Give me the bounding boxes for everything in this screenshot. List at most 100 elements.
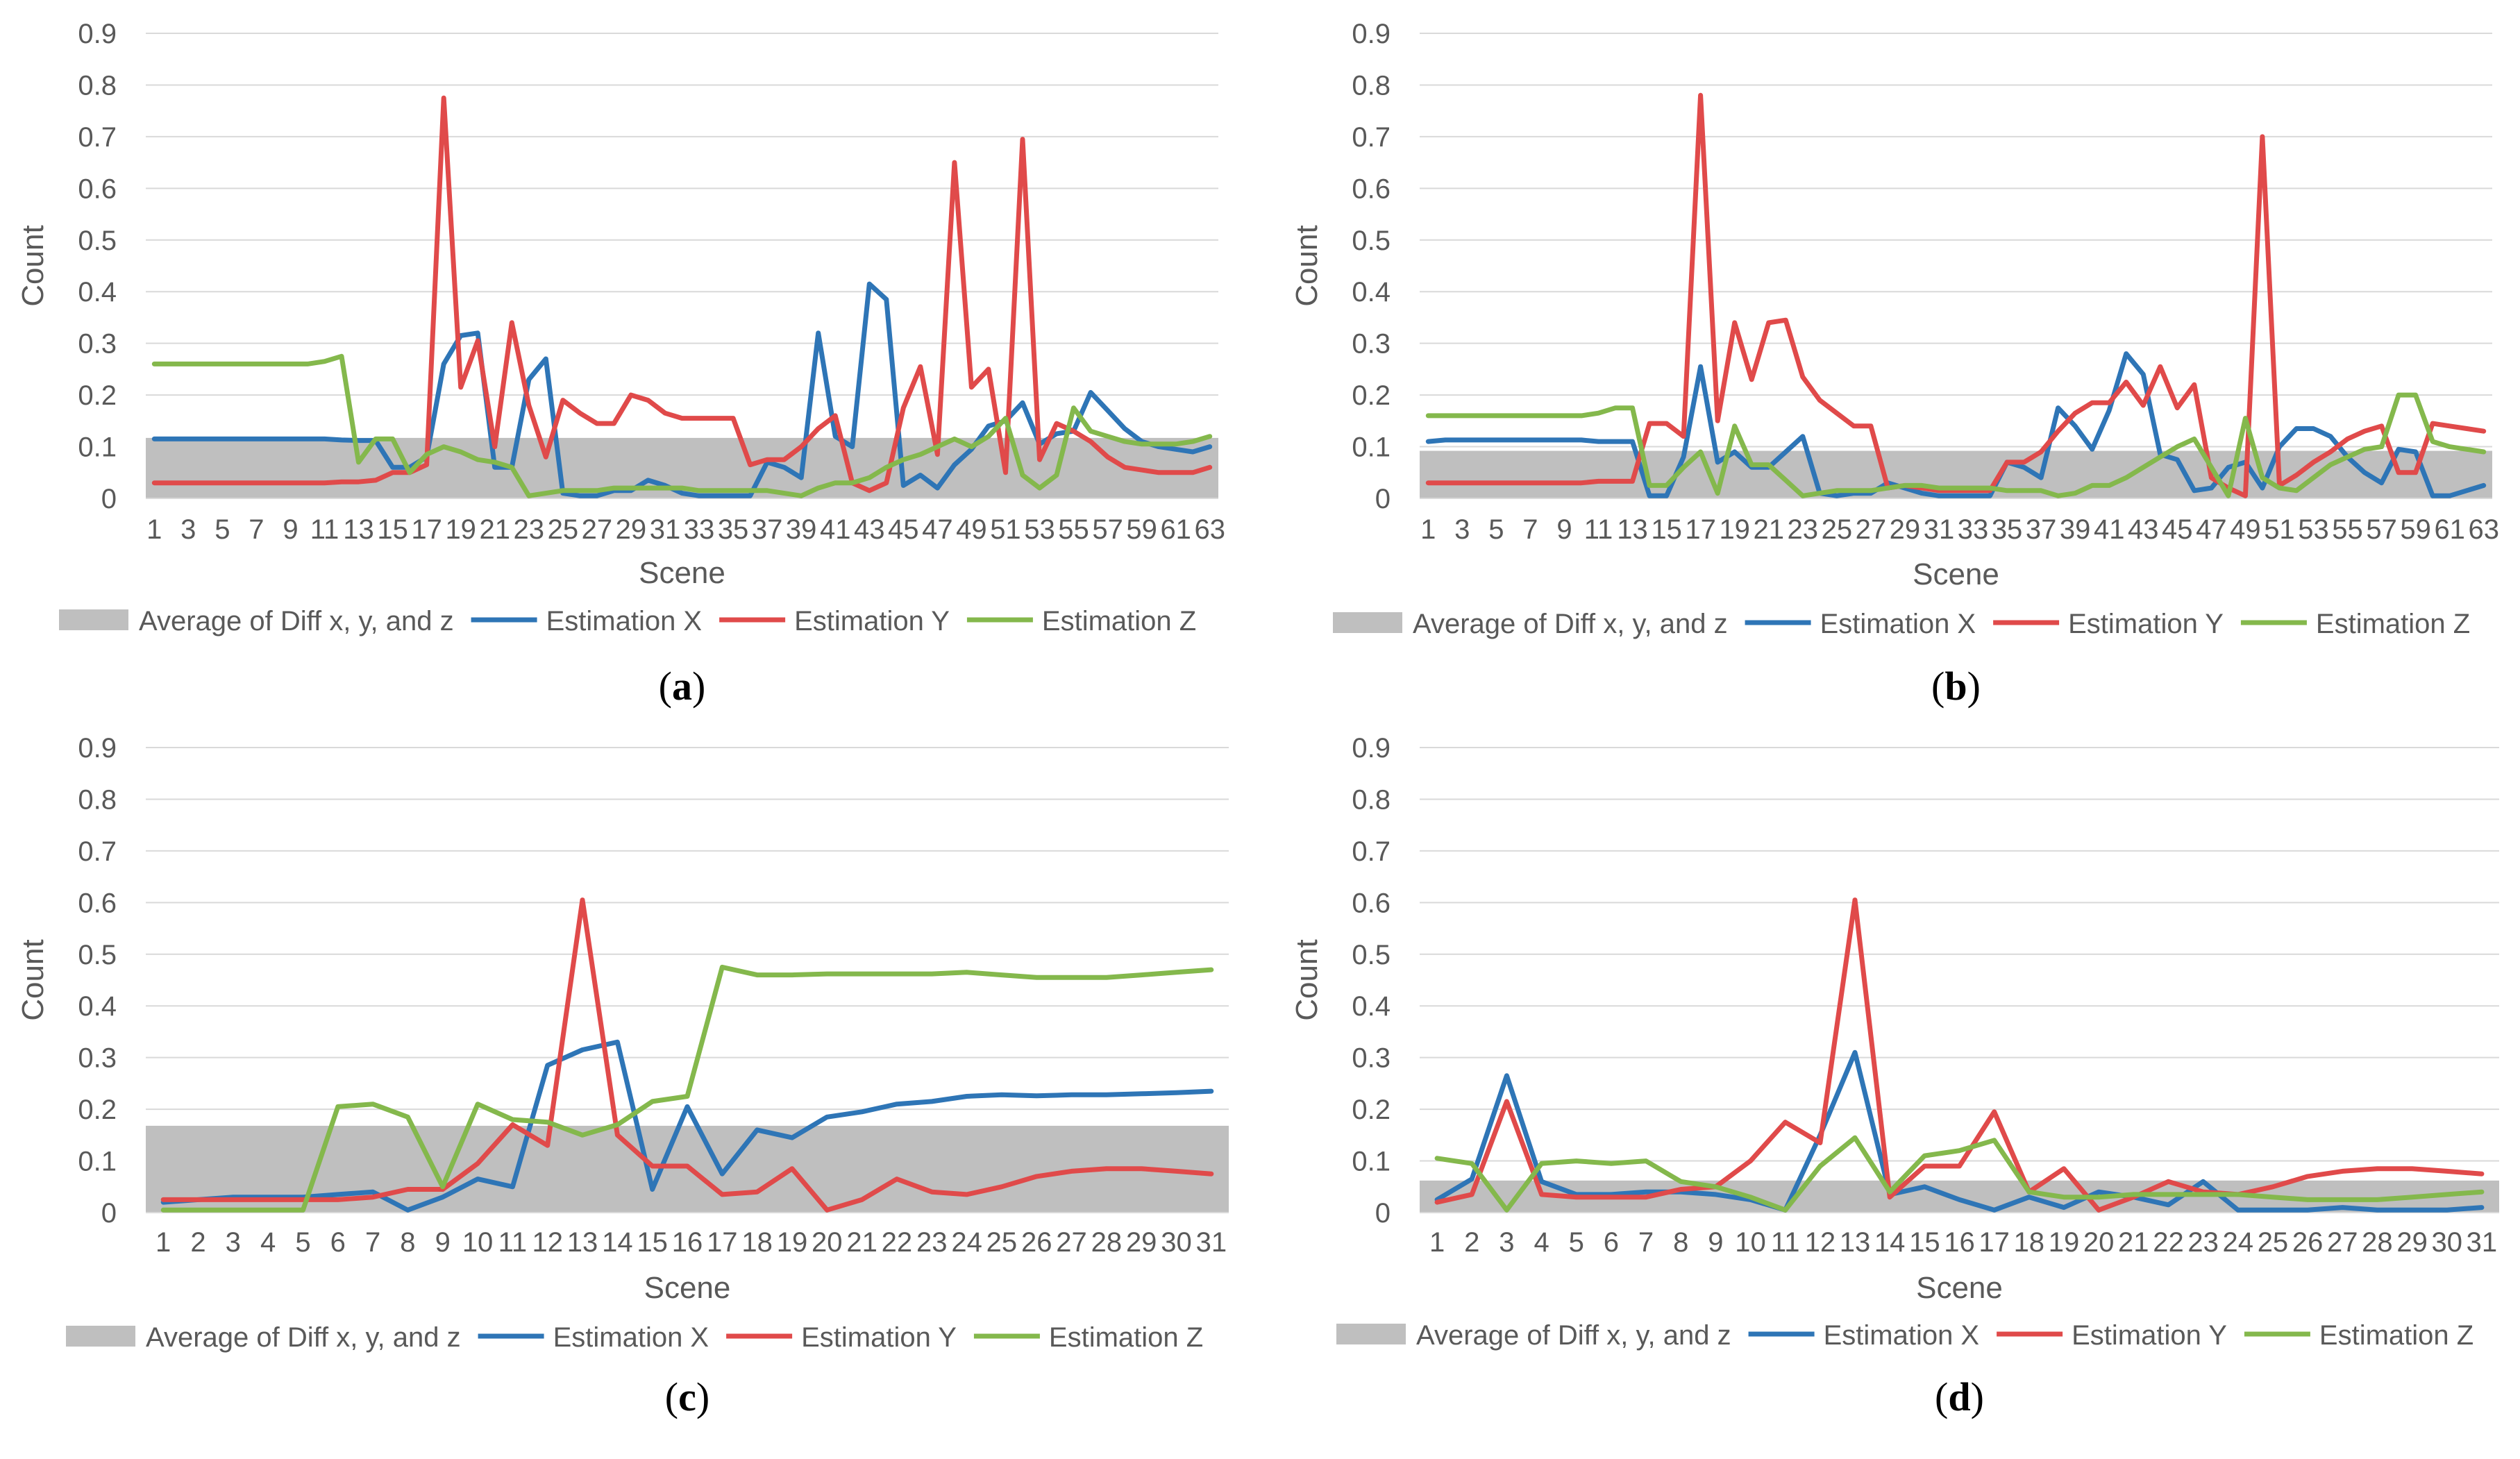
legend-label: Estimation Z [1049,1322,1203,1353]
x-tick-label: 16 [672,1227,703,1258]
x-tick-label: 37 [2026,514,2057,545]
x-tick-label: 20 [2083,1227,2115,1258]
x-tick-label: 51 [2264,514,2295,545]
x-tick-label: 10 [1735,1227,1766,1258]
x-tick-label: 15 [377,514,408,545]
x-tick-label: 7 [1638,1227,1654,1258]
x-tick-label: 59 [2400,514,2431,545]
x-tick-label: 12 [1805,1227,1836,1258]
x-axis-title: Scene [1916,1271,2003,1305]
x-tick-label: 2 [190,1227,205,1258]
legend-label: Estimation Y [794,606,950,636]
x-tick-label: 10 [462,1227,494,1258]
x-tick-label: 3 [180,514,196,545]
legend-label: Estimation Y [801,1322,957,1353]
x-tick-label: 61 [2434,514,2465,545]
x-tick-label: 7 [1522,514,1538,545]
x-tick-label: 45 [888,514,919,545]
legend: Average of Diff x, y, and z Estimation X E… [59,606,1196,636]
legend-label: Estimation X [546,606,703,636]
legend-label: Estimation X [553,1322,709,1353]
x-tick-label: 45 [2162,514,2193,545]
x-tick-label: 30 [2432,1227,2463,1258]
x-tick-label: 24 [2223,1227,2254,1258]
estimation-y-line [1434,897,2485,1213]
x-axis-title: Scene [644,1271,731,1305]
y-tick-label: 0.9 [78,733,117,764]
estimation-z-line [151,353,1213,498]
x-tick-label: 31 [1924,514,1955,545]
x-tick-label: 8 [400,1227,415,1258]
x-tick-label: 15 [637,1227,668,1258]
y-tick-label: 0.2 [78,380,117,411]
x-tick-label: 27 [1056,1227,1087,1258]
legend-swatch-average [66,1326,135,1347]
x-tick-label: 20 [812,1227,843,1258]
x-tick-label: 31 [1196,1227,1227,1258]
x-tick-label: 1 [156,1227,171,1258]
x-tick-label: 19 [777,1227,808,1258]
x-tick-label: 25 [986,1227,1018,1258]
y-tick-label: 0.7 [1352,122,1391,153]
x-tick-label: 5 [295,1227,310,1258]
chart-panel-c: 00.10.20.30.40.50.60.70.80.91 2 3 4 5 6 7 8 9 10 1… [16,733,1229,1419]
x-tick-label: 57 [1092,514,1123,545]
x-tick-label: 47 [2196,514,2227,545]
x-axis-title: Scene [1913,557,1999,591]
y-tick-label: 0.5 [78,226,117,256]
y-tick-label: 0 [101,484,117,514]
legend-label: Average of Diff x, y, and z [1413,609,1728,639]
x-tick-label: 9 [1708,1227,1723,1258]
x-tick-label: 19 [2049,1227,2080,1258]
estimation-z-line [160,964,1214,1213]
x-tick-label: 9 [435,1227,451,1258]
y-tick-label: 0.4 [1352,991,1391,1022]
x-tick-label: 19 [1719,514,1750,545]
legend-label: Estimation X [1824,1320,1980,1351]
legend-label: Estimation Z [1042,606,1196,636]
x-tick-label: 18 [741,1227,773,1258]
estimation-z-line [1434,1135,2485,1213]
estimation-y-line [1425,92,2487,498]
x-tick-label: 5 [215,514,230,545]
x-tick-label: 63 [2468,514,2499,545]
y-tick-label: 0.1 [1352,1147,1391,1177]
x-tick-label: 11 [498,1227,528,1258]
y-tick-label: 0.2 [1352,1095,1391,1125]
x-tick-label: 61 [1160,514,1191,545]
x-tick-label: 1 [1420,514,1436,545]
x-tick-label: 53 [2298,514,2329,545]
x-tick-label: 31 [2467,1227,2498,1258]
x-tick-label: 55 [1058,514,1089,545]
y-tick-label: 0.2 [78,1095,117,1125]
y-tick-label: 0 [101,1198,117,1229]
y-tick-label: 0.1 [78,1147,117,1177]
y-axis-title: Count [1290,939,1324,1020]
x-tick-label: 21 [2118,1227,2149,1258]
x-tick-label: 28 [1091,1227,1123,1258]
chart-panel-d: 00.10.20.30.40.50.60.70.80.91 2 3 4 5 6 7 8 9 10 1… [1290,733,2499,1419]
x-tick-label: 21 [846,1227,877,1258]
x-tick-label: 18 [2014,1227,2045,1258]
legend-label: Estimation Z [2319,1320,2473,1351]
x-tick-label: 53 [1024,514,1055,545]
legend-label: Estimation Z [2316,609,2470,639]
x-tick-label: 43 [2128,514,2159,545]
y-tick-label: 0.8 [78,784,117,815]
y-tick-label: 0.7 [1352,836,1391,867]
legend-label: Average of Diff x, y, and z [146,1322,461,1353]
x-tick-label: 22 [2153,1227,2184,1258]
x-tick-label: 9 [283,514,298,545]
x-tick-label: 29 [1126,1227,1157,1258]
y-axis-title: Count [16,939,50,1020]
x-tick-label: 17 [707,1227,738,1258]
x-tick-label: 25 [1822,514,1853,545]
panel-label: (b) [1931,664,1981,709]
y-tick-label: 0.5 [78,940,117,970]
x-tick-label: 51 [990,514,1021,545]
y-tick-label: 0.1 [1352,432,1391,463]
x-tick-label: 41 [820,514,851,545]
y-tick-label: 0.4 [1352,277,1391,307]
x-tick-label: 27 [2327,1227,2358,1258]
